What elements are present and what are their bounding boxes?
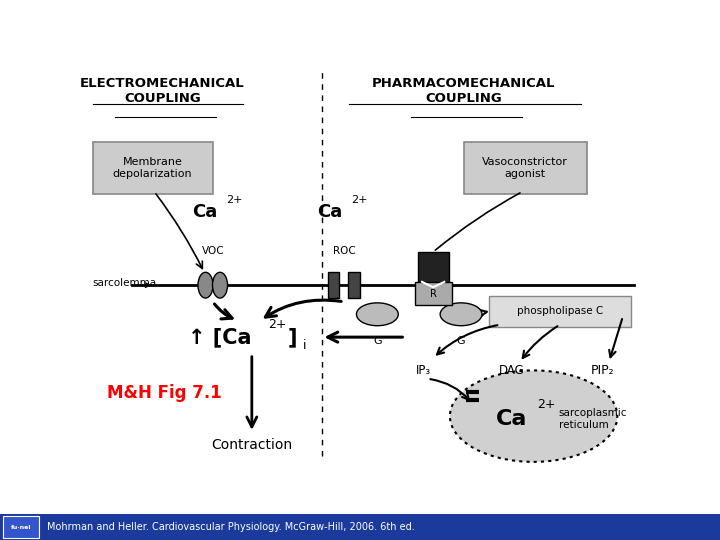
Text: G: G (373, 336, 382, 346)
FancyBboxPatch shape (93, 141, 213, 194)
Text: Mohrman and Heller. Cardiovascular Physiology. McGraw-Hill, 2006. 6th ed.: Mohrman and Heller. Cardiovascular Physi… (47, 522, 415, 532)
Text: IP₃: IP₃ (416, 364, 431, 377)
Text: 2+: 2+ (536, 399, 555, 411)
Bar (415, 282, 451, 305)
Ellipse shape (450, 370, 617, 462)
Text: DAG: DAG (498, 364, 524, 377)
Ellipse shape (212, 272, 228, 298)
Ellipse shape (440, 303, 482, 326)
FancyBboxPatch shape (464, 141, 587, 194)
Text: Vasoconstrictor
agonist: Vasoconstrictor agonist (482, 157, 568, 179)
Text: Ca: Ca (318, 204, 343, 221)
Bar (418, 252, 449, 283)
Text: i: i (303, 339, 307, 352)
Text: Ca: Ca (495, 409, 527, 429)
Text: G: G (456, 336, 465, 346)
Text: Contraction: Contraction (211, 438, 292, 453)
Text: PIP₂: PIP₂ (590, 364, 614, 377)
Text: 2+: 2+ (351, 195, 368, 205)
Ellipse shape (356, 303, 398, 326)
Text: sarcolemma: sarcolemma (93, 278, 157, 288)
Bar (328, 272, 339, 299)
Text: PHARMACOMECHANICAL
COUPLING: PHARMACOMECHANICAL COUPLING (372, 77, 556, 105)
Text: sarcoplasmic
reticulum: sarcoplasmic reticulum (559, 408, 627, 430)
Text: M&H Fig 7.1: M&H Fig 7.1 (107, 384, 222, 402)
Text: ]: ] (288, 327, 297, 347)
Text: 2+: 2+ (268, 318, 286, 331)
Text: phospholipase C: phospholipase C (517, 306, 603, 316)
FancyBboxPatch shape (489, 295, 631, 327)
Text: ROC: ROC (333, 246, 355, 256)
Ellipse shape (198, 272, 213, 298)
Text: R: R (430, 289, 436, 299)
Text: VOC: VOC (202, 246, 224, 256)
Text: 2+: 2+ (225, 195, 242, 205)
Text: Ca: Ca (192, 204, 217, 221)
Text: ELECTROMECHANICAL
COUPLING: ELECTROMECHANICAL COUPLING (80, 77, 245, 105)
Bar (348, 272, 359, 299)
Text: ↑ [Ca: ↑ [Ca (188, 327, 251, 347)
Bar (3, 516, 39, 538)
Text: Membrane
depolarization: Membrane depolarization (113, 157, 192, 179)
Text: fu·nel: fu·nel (11, 524, 31, 530)
